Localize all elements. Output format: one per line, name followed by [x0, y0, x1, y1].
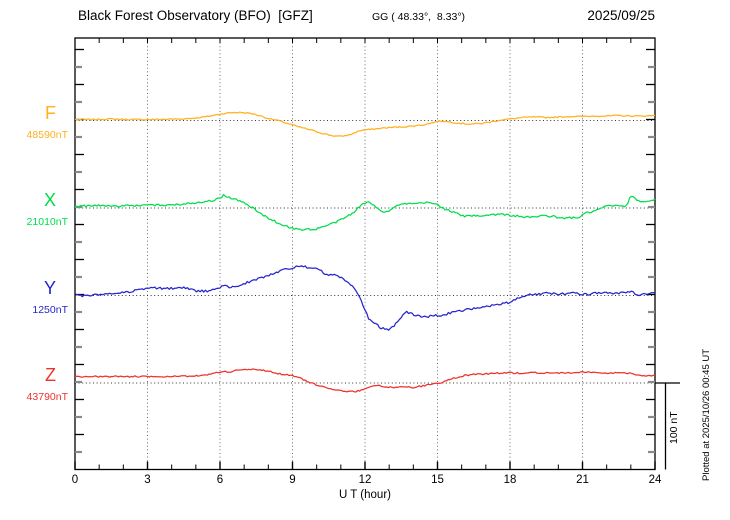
scale-bar-label: 100 nT — [668, 411, 680, 444]
plotted-at-note: Plotted at 2025/10/26 00:45 UT — [701, 348, 712, 481]
hour-label-18: 18 — [503, 474, 517, 486]
page-title: Black Forest Observatory (BFO) [GFZ] — [78, 8, 313, 23]
trace-basevalue-Z: 43790nT — [26, 391, 68, 403]
trace-label-X: X — [43, 190, 56, 210]
hour-label-9: 9 — [289, 474, 296, 486]
trace-basevalue-Y: 1250nT — [32, 303, 68, 316]
trace-label-Z: Z — [45, 365, 56, 385]
hour-label-24: 24 — [648, 474, 662, 486]
trace-Z — [74, 368, 656, 393]
trace-Y — [74, 265, 656, 331]
trace-X — [74, 193, 656, 231]
hour-label-0: 0 — [71, 474, 79, 486]
hour-label-6: 6 — [216, 474, 224, 486]
trace-F — [74, 111, 656, 137]
hour-label-21: 21 — [576, 474, 589, 486]
hour-label-12: 12 — [358, 474, 372, 486]
hour-label-15: 15 — [431, 474, 444, 486]
trace-label-Y: Y — [43, 277, 56, 298]
trace-basevalue-F: 48590nT — [26, 128, 68, 141]
x-axis-title: U T (hour) — [339, 489, 391, 501]
trace-label-F: F — [45, 102, 56, 123]
hour-label-3: 3 — [144, 474, 151, 486]
plot-frame — [74, 37, 656, 471]
trace-basevalue-X: 21010nT — [26, 216, 68, 228]
station-coords: GG ( 48.33°, 8.33°) — [372, 11, 466, 23]
plot-date: 2025/09/25 — [587, 8, 655, 23]
